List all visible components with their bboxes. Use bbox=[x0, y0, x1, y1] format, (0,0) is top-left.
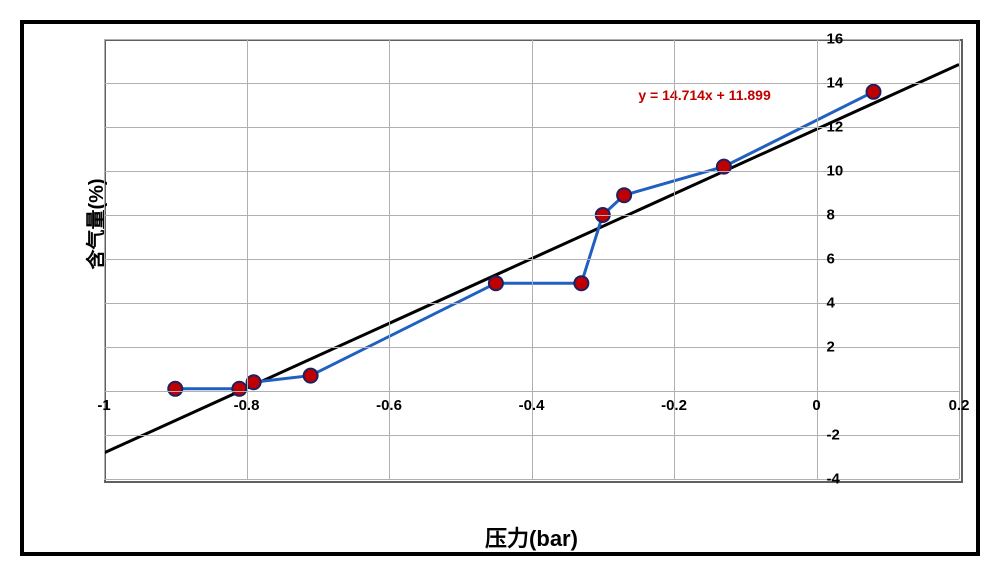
data-marker bbox=[232, 382, 246, 396]
chart-frame: 压力(bar) 含气量(%) y = 14.714x + 11.899 -1-0… bbox=[20, 20, 980, 556]
x-tick-label: -1 bbox=[97, 397, 110, 414]
data-marker bbox=[489, 276, 503, 290]
x-tick-label: -0.4 bbox=[519, 397, 545, 414]
y-tick-label: 10 bbox=[827, 163, 844, 180]
x-axis-label: 压力(bar) bbox=[485, 521, 578, 553]
x-tick-label: -0.2 bbox=[661, 397, 687, 414]
y-tick-label: -4 bbox=[827, 471, 840, 488]
y-tick-label: 14 bbox=[827, 75, 844, 92]
x-tick-label: 0 bbox=[812, 397, 820, 414]
y-tick-label: 6 bbox=[827, 251, 835, 268]
data-marker bbox=[247, 375, 261, 389]
trendline-equation: y = 14.714x + 11.899 bbox=[638, 87, 770, 103]
x-tick-label: -0.6 bbox=[376, 397, 402, 414]
y-tick-label: 12 bbox=[827, 119, 844, 136]
x-tick-label: -0.8 bbox=[234, 397, 260, 414]
x-tick-label: 0.2 bbox=[949, 397, 970, 414]
data-marker bbox=[574, 276, 588, 290]
data-marker bbox=[617, 188, 631, 202]
data-line bbox=[175, 92, 873, 389]
y-tick-label: 4 bbox=[827, 295, 835, 312]
y-tick-label: -2 bbox=[827, 427, 840, 444]
y-tick-label: 2 bbox=[827, 339, 835, 356]
data-marker bbox=[304, 369, 318, 383]
y-tick-label: 16 bbox=[827, 31, 844, 48]
grid-line-horizontal bbox=[104, 391, 959, 392]
y-tick-label: 8 bbox=[827, 207, 835, 224]
data-marker bbox=[168, 382, 182, 396]
data-marker bbox=[867, 85, 881, 99]
